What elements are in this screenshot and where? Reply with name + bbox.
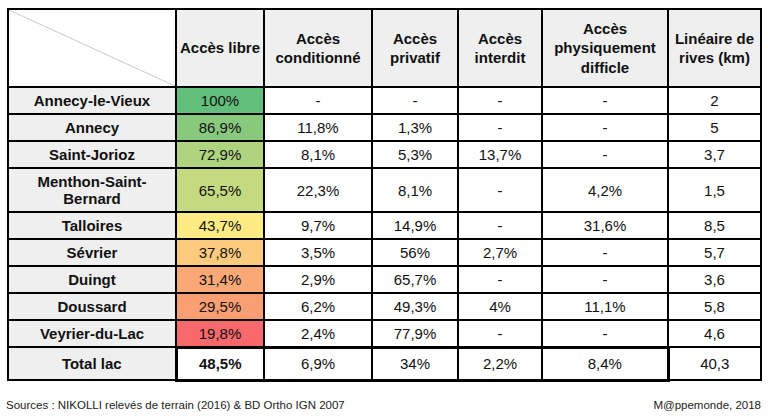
cell-lineaire-rives: 2: [668, 87, 761, 114]
cell-acces-conditionne: 2,4%: [264, 320, 372, 347]
table-row: Doussard 29,5% 6,2% 49,3% 4% 11,1% 5,8: [8, 293, 761, 320]
sources-note: Sources : NIKOLLI relevés de terrain (20…: [6, 399, 345, 411]
table-row: Saint-Jorioz 72,9% 8,1% 5,3% 13,7% - 3,7: [8, 141, 761, 168]
cell-acces-conditionne: 9,7%: [264, 212, 372, 239]
cell-acces-interdit: 13,7%: [458, 141, 542, 168]
total-row: Total lac 48,5% 6,9% 34% 2,2% 8,4% 40,3: [8, 347, 761, 380]
table-figure: Accès libre Accès conditionné Accès priv…: [0, 0, 768, 420]
col-header-acces-conditionne: Accès conditionné: [264, 9, 372, 87]
cell-total-acces-privatif: 34%: [372, 347, 458, 380]
lake-access-table: Accès libre Accès conditionné Accès priv…: [7, 8, 762, 382]
cell-acces-physiquement: 31,6%: [542, 212, 668, 239]
cell-acces-interdit: 2,7%: [458, 239, 542, 266]
cell-acces-physiquement: -: [542, 141, 668, 168]
cell-acces-libre: 100%: [176, 87, 264, 114]
cell-total-acces-physiquement: 8,4%: [542, 347, 668, 380]
row-label: Saint-Jorioz: [8, 141, 176, 168]
cell-lineaire-rives: 4,6: [668, 320, 761, 347]
cell-lineaire-rives: 5,7: [668, 239, 761, 266]
cell-total-acces-libre: 48,5%: [176, 347, 264, 380]
cell-total-acces-conditionne: 6,9%: [264, 347, 372, 380]
cell-acces-libre: 37,8%: [176, 239, 264, 266]
cell-total-acces-interdit: 2,2%: [458, 347, 542, 380]
cell-acces-interdit: -: [458, 212, 542, 239]
header-row: Accès libre Accès conditionné Accès priv…: [8, 9, 761, 87]
cell-acces-libre: 86,9%: [176, 114, 264, 141]
table-row: Duingt 31,4% 2,9% 65,7% - - 3,6: [8, 266, 761, 293]
cell-acces-physiquement: 11,1%: [542, 293, 668, 320]
row-label: Annecy: [8, 114, 176, 141]
cell-lineaire-rives: 5: [668, 114, 761, 141]
cell-acces-privatif: 49,3%: [372, 293, 458, 320]
cell-acces-conditionne: 2,9%: [264, 266, 372, 293]
table-row: Talloires 43,7% 9,7% 14,9% - 31,6% 8,5: [8, 212, 761, 239]
row-label: Doussard: [8, 293, 176, 320]
table-row: Sévrier 37,8% 3,5% 56% 2,7% - 5,7: [8, 239, 761, 266]
cell-acces-interdit: -: [458, 320, 542, 347]
row-label: Sévrier: [8, 239, 176, 266]
cell-acces-physiquement: -: [542, 320, 668, 347]
row-label: Veyrier-du-Lac: [8, 320, 176, 347]
table-row: Veyrier-du-Lac 19,8% 2,4% 77,9% - - 4,6: [8, 320, 761, 347]
col-header-acces-physiquement-difficle: Accès physiquement difficle: [542, 9, 668, 87]
cell-acces-privatif: 56%: [372, 239, 458, 266]
col-header-lineaire-de-rives: Linéaire de rives (km): [668, 9, 761, 87]
cell-acces-libre: 43,7%: [176, 212, 264, 239]
cell-lineaire-rives: 5,8: [668, 293, 761, 320]
table-row: Annecy-le-Vieux 100% - - - - 2: [8, 87, 761, 114]
cell-acces-privatif: 1,3%: [372, 114, 458, 141]
cell-acces-privatif: 65,7%: [372, 266, 458, 293]
row-label: Talloires: [8, 212, 176, 239]
cell-acces-libre: 72,9%: [176, 141, 264, 168]
cell-acces-conditionne: 22,3%: [264, 168, 372, 212]
cell-acces-privatif: 5,3%: [372, 141, 458, 168]
cell-acces-libre: 31,4%: [176, 266, 264, 293]
cell-acces-conditionne: 3,5%: [264, 239, 372, 266]
cell-acces-conditionne: 6,2%: [264, 293, 372, 320]
row-label: Annecy-le-Vieux: [8, 87, 176, 114]
cell-lineaire-rives: 3,6: [668, 266, 761, 293]
cell-acces-physiquement: -: [542, 87, 668, 114]
cell-acces-conditionne: -: [264, 87, 372, 114]
cell-acces-libre: 65,5%: [176, 168, 264, 212]
table-row: Menthon-Saint-Bernard 65,5% 22,3% 8,1% -…: [8, 168, 761, 212]
cell-acces-interdit: 4%: [458, 293, 542, 320]
cell-acces-privatif: 14,9%: [372, 212, 458, 239]
row-label: Menthon-Saint-Bernard: [8, 168, 176, 212]
cell-acces-physiquement: -: [542, 239, 668, 266]
row-label-total: Total lac: [8, 347, 176, 380]
cell-acces-libre: 19,8%: [176, 320, 264, 347]
corner-cell: [8, 9, 176, 87]
cell-acces-conditionne: 11,8%: [264, 114, 372, 141]
col-header-acces-interdit: Accès interdit: [458, 9, 542, 87]
col-header-acces-privatif: Accès privatif: [372, 9, 458, 87]
cell-lineaire-rives: 3,7: [668, 141, 761, 168]
credit-note: M@ppemonde, 2018: [653, 399, 761, 411]
cell-acces-physiquement: -: [542, 266, 668, 293]
cell-acces-interdit: -: [458, 114, 542, 141]
cell-acces-physiquement: 4,2%: [542, 168, 668, 212]
cell-acces-interdit: -: [458, 87, 542, 114]
cell-lineaire-rives: 1,5: [668, 168, 761, 212]
cell-acces-privatif: -: [372, 87, 458, 114]
cell-acces-interdit: -: [458, 266, 542, 293]
figure-footnote: Sources : NIKOLLI relevés de terrain (20…: [6, 399, 761, 411]
cell-acces-privatif: 8,1%: [372, 168, 458, 212]
cell-acces-privatif: 77,9%: [372, 320, 458, 347]
table-row: Annecy 86,9% 11,8% 1,3% - - 5: [8, 114, 761, 141]
col-header-acces-libre: Accès libre: [176, 9, 264, 87]
cell-acces-interdit: -: [458, 168, 542, 212]
diagonal-line: [9, 10, 175, 86]
cell-acces-conditionne: 8,1%: [264, 141, 372, 168]
cell-total-lineaire-rives: 40,3: [668, 347, 761, 380]
row-label: Duingt: [8, 266, 176, 293]
cell-acces-physiquement: -: [542, 114, 668, 141]
cell-lineaire-rives: 8,5: [668, 212, 761, 239]
cell-acces-libre: 29,5%: [176, 293, 264, 320]
